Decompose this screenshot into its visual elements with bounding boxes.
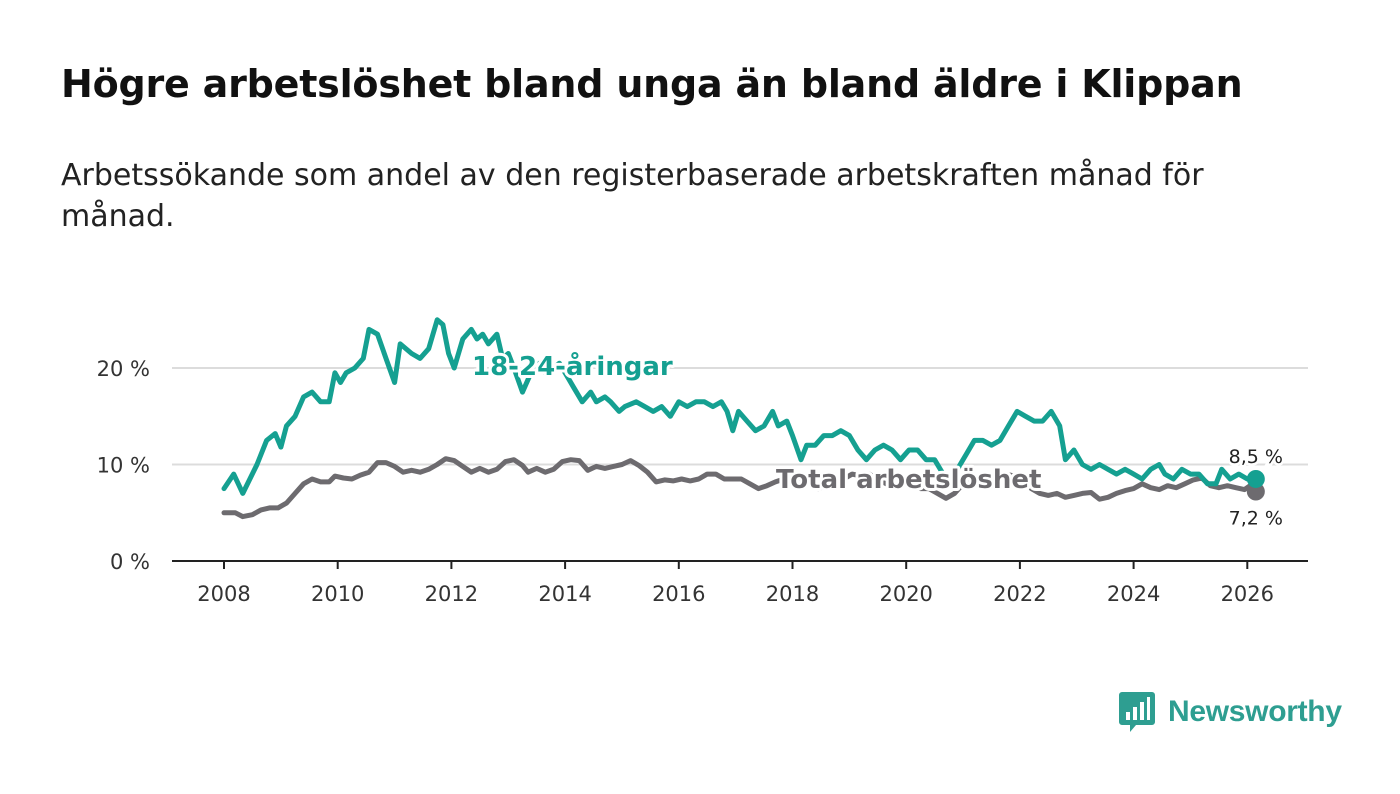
end-point-youth — [1246, 469, 1265, 488]
x-tick-label: 2012 — [425, 582, 478, 606]
newsworthy-logo-icon — [1119, 692, 1155, 732]
newsworthy-logo: Newsworthy — [1118, 690, 1342, 734]
series-lines — [221, 317, 1265, 520]
x-tick-label: 2020 — [879, 582, 932, 606]
end-point-total — [1246, 482, 1265, 501]
y-axis-ticks: 0 % 10 % 20 % — [97, 357, 150, 574]
gridlines — [172, 367, 1308, 466]
x-tick-label: 2008 — [197, 582, 250, 606]
chart-subtitle: Arbetssökande som andel av den registerb… — [61, 158, 1204, 234]
series-line-total — [221, 456, 1259, 520]
series-label-total: Total arbetslöshet — [776, 465, 1041, 495]
chart-title: Högre arbetslöshet bland unga än bland ä… — [61, 62, 1243, 106]
x-tick-label: 2014 — [538, 582, 591, 606]
y-tick-label: 20 % — [97, 357, 150, 381]
series-labels: 18-24-åringar Total arbetslöshet 8,5 % 7,2 … — [469, 347, 1285, 532]
end-label-total: 7,2 % — [1229, 508, 1283, 530]
x-tick-label: 2022 — [993, 582, 1046, 606]
newsworthy-logo-text: Newsworthy — [1168, 695, 1342, 728]
x-axis-ticks: 2008 2010 2012 2014 2016 2018 2020 2022 2024 2026 — [197, 561, 1274, 606]
x-tick-label: 2018 — [766, 582, 819, 606]
x-tick-label: 2026 — [1221, 582, 1274, 606]
x-tick-label: 2016 — [652, 582, 705, 606]
y-tick-label: 10 % — [97, 454, 150, 478]
series-line-youth — [221, 317, 1259, 496]
y-tick-label: 0 % — [110, 550, 150, 574]
x-tick-label: 2010 — [311, 582, 364, 606]
end-label-youth: 8,5 % — [1229, 446, 1283, 468]
series-label-youth: 18-24-åringar — [472, 350, 673, 382]
x-tick-label: 2024 — [1107, 582, 1160, 606]
